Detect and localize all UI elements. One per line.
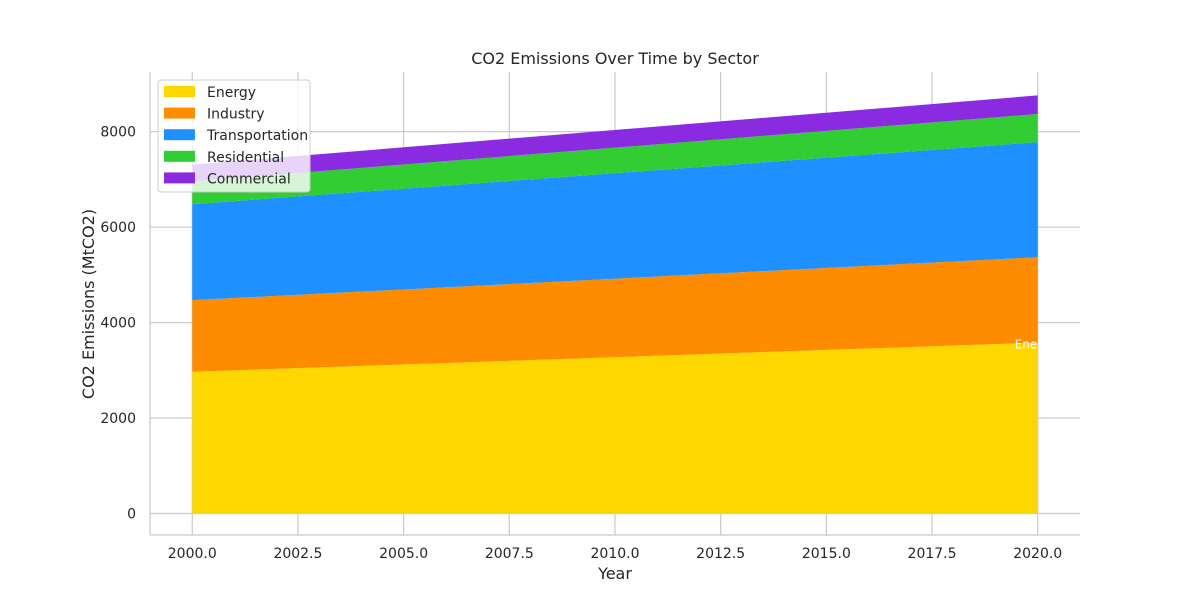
legend-box [157, 79, 311, 193]
area-transportation [192, 142, 1038, 301]
legend-label-commercial: Commercial [207, 171, 291, 187]
legend: Energy Industry Transportation Residential C… [157, 79, 311, 193]
x-tick-label: 2002.5 [273, 546, 322, 562]
y-ticks: 0 2000 4000 6000 8000 [100, 125, 136, 523]
area-energy [192, 342, 1038, 514]
y-tick-label: 0 [127, 507, 136, 523]
legend-label-industry: Industry [207, 107, 265, 123]
x-tick-label: 2000.0 [168, 546, 217, 562]
y-axis-label: CO2 Emissions (MtCO2) [79, 209, 98, 399]
legend-swatch-transportation [164, 129, 195, 141]
x-tick-label: 2020.0 [1013, 546, 1062, 562]
legend-label-transportation: Transportation [206, 128, 308, 144]
legend-swatch-industry [164, 107, 195, 119]
y-tick-label: 8000 [100, 125, 136, 141]
x-tick-label: 2010.0 [591, 546, 640, 562]
x-tick-label: 2007.5 [485, 546, 534, 562]
y-tick-label: 6000 [100, 220, 136, 236]
stacked-areas [192, 95, 1038, 514]
x-tick-label: 2012.5 [696, 546, 745, 562]
chart-title: CO2 Emissions Over Time by Sector [471, 49, 759, 68]
y-tick-label: 4000 [100, 316, 136, 332]
x-axis-label: Year [597, 564, 632, 583]
area-residential [192, 114, 1038, 205]
annotations: Ene [1015, 338, 1038, 352]
legend-label-residential: Residential [207, 150, 284, 166]
x-tick-label: 2017.5 [908, 546, 957, 562]
x-tick-label: 2015.0 [802, 546, 851, 562]
y-tick-label: 2000 [100, 411, 136, 427]
legend-swatch-energy [164, 86, 195, 97]
annotation-label: Ene [1015, 338, 1038, 352]
x-ticks: 2000.0 2002.5 2005.0 2007.5 2010.0 2012.5 2015… [168, 546, 1062, 562]
x-tick-label: 2005.0 [379, 546, 428, 562]
area-industry [192, 257, 1038, 372]
area-commercial [192, 95, 1038, 182]
legend-swatch-commercial [164, 172, 195, 184]
axes [149, 72, 1080, 536]
legend-label-energy: Energy [207, 85, 256, 101]
legend-swatch-residential [164, 150, 195, 162]
